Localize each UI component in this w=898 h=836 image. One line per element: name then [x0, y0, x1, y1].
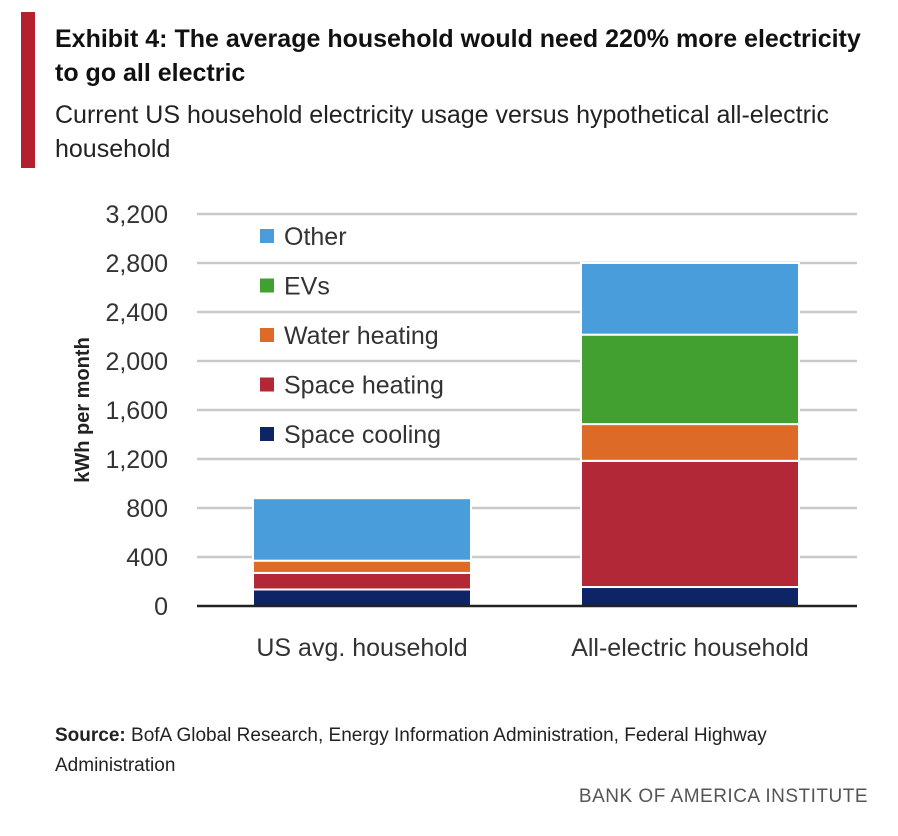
legend-label-space-heating: Space heating: [284, 372, 444, 400]
bar-segment-other: [252, 497, 472, 562]
legend-swatch-space-heating: [260, 377, 274, 392]
bar-segment-space-heating: [580, 459, 800, 589]
y-tick-label: 3,200: [105, 201, 168, 229]
chart-subtitle: Current US household electricity usage v…: [55, 101, 829, 163]
brand-label: BANK OF AMERICA INSTITUTE: [578, 786, 868, 807]
bar-segment-evs: [580, 333, 800, 426]
y-axis-label: kWh per month: [72, 337, 94, 483]
source-label: Source:: [55, 725, 126, 746]
accent-bar: [21, 12, 35, 168]
y-tick-label: 2,400: [105, 299, 168, 327]
y-tick-label: 2,000: [105, 348, 168, 376]
bar-segment-water-heating: [252, 559, 472, 574]
y-tick-label: 2,800: [105, 250, 168, 278]
y-tick-label: 400: [126, 544, 168, 572]
y-tick-label: 1,200: [105, 446, 168, 474]
legend-label-evs: EVs: [284, 273, 330, 301]
x-tick-label: US avg. household: [256, 634, 467, 662]
legend-swatch-other: [260, 229, 274, 243]
source-note: Source: BofA Global Research, Energy Inf…: [55, 721, 855, 781]
y-tick-label: 1,600: [105, 397, 168, 425]
bar-segment-space-cooling: [252, 588, 472, 607]
bar-segment-space-cooling: [580, 586, 800, 608]
legend-label-water-heating: Water heating: [284, 322, 439, 350]
bar-segment-other: [580, 262, 800, 336]
legend-swatch-evs: [260, 278, 274, 293]
x-tick-label: All-electric household: [571, 634, 809, 662]
legend-label-other: Other: [284, 223, 347, 251]
chart-title: Exhibit 4: The average household would n…: [55, 25, 861, 87]
legend-swatch-space-cooling: [260, 427, 274, 441]
y-tick-label: 800: [126, 495, 168, 523]
legend-swatch-water-heating: [260, 328, 274, 342]
bar-segment-water-heating: [580, 423, 800, 462]
source-text: BofA Global Research, Energy Information…: [55, 725, 767, 776]
stacked-bar-chart: 0 400 800 1,200 1,600 2,000 2,400 2,800 3,200 kWh…: [72, 201, 857, 662]
legend-label-space-cooling: Space cooling: [284, 421, 441, 449]
bar-segment-space-heating: [252, 571, 472, 591]
y-tick-label: 0: [154, 593, 168, 621]
